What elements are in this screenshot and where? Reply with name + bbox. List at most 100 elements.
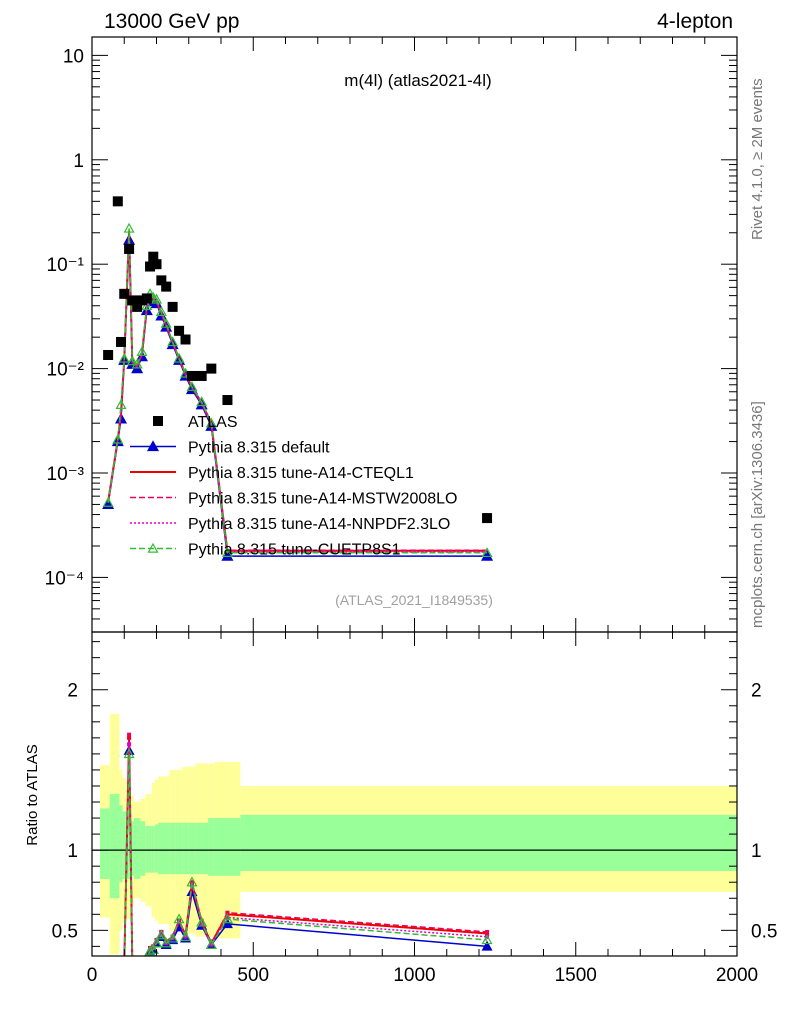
series-marker-5 xyxy=(221,547,233,558)
y-tick-label: 10⁻² xyxy=(47,360,85,381)
ratio-band-inner xyxy=(151,826,155,873)
series-marker-5 xyxy=(160,317,172,328)
legend-label: Pythia 8.315 default xyxy=(188,440,330,457)
ratio-marker-5 xyxy=(167,932,179,943)
series-marker-5 xyxy=(118,352,130,363)
ratio-marker-4 xyxy=(485,934,490,939)
atlas-data-point xyxy=(132,301,143,312)
chart-title: m(4l) (atlas2021-4l) xyxy=(344,71,491,90)
ratio-marker-1 xyxy=(221,918,233,929)
ratio-marker-5 xyxy=(221,913,233,924)
y-tick-label: 10⁻⁴ xyxy=(45,568,84,589)
axes-ticks: 0 500 1000 1500 2000 10⁻⁴ 10⁻³ 10⁻² 10⁻¹ 1 10 0.5 0.… xyxy=(45,37,777,986)
series-marker-5 xyxy=(167,336,179,347)
legend-swatch-marker xyxy=(146,440,160,452)
series-marker-5 xyxy=(481,547,493,558)
ratio-band-inner xyxy=(158,822,165,875)
ratio-marker-5 xyxy=(160,937,172,948)
ratio-marker-5 xyxy=(150,937,163,948)
atlas-data-point xyxy=(167,301,178,312)
ratio-marker-5 xyxy=(196,916,208,927)
ratio-marker-3 xyxy=(485,929,490,934)
series-marker-5 xyxy=(102,496,114,507)
ratio-band-inner xyxy=(188,822,196,875)
ratio-marker-5 xyxy=(155,929,167,940)
legend-label: ATLAS xyxy=(188,414,238,431)
ratio-y-tick-label-right: 2 xyxy=(751,681,762,702)
ratio-band-inner xyxy=(182,822,189,875)
x-tick-label: 2000 xyxy=(716,965,758,986)
ratio-y-tick-label-right: 1 xyxy=(751,841,762,862)
atlas-data-point xyxy=(206,363,217,374)
ratio-band-inner xyxy=(130,821,134,876)
ratio-band-inner xyxy=(208,818,215,876)
ratio-panel-series xyxy=(123,732,493,956)
x-tick-label: 0 xyxy=(87,965,98,986)
legend-label: Pythia 8.315 tune-A14-CTEQL1 xyxy=(188,465,414,482)
ratio-marker-5 xyxy=(205,939,217,949)
ratio-marker-3 xyxy=(225,910,230,915)
ratio-marker-4 xyxy=(127,742,132,747)
legend-label: Pythia 8.315 tune-A14-NNPDF2.3LO xyxy=(188,516,450,533)
ratio-band-inner xyxy=(125,811,131,880)
atlas-data-point xyxy=(174,325,185,336)
ratio-marker-5 xyxy=(180,931,192,941)
atlas-data-point xyxy=(116,336,127,347)
ratio-y-tick-label-left: 1 xyxy=(67,841,78,862)
series-marker-5 xyxy=(131,358,143,369)
series-marker-5 xyxy=(205,417,217,428)
atlas-data-point xyxy=(222,395,233,406)
mcplots-credit-label: mcplots.cern.ch [arXiv:1306.3436] xyxy=(749,401,766,628)
y-tick-label: 10⁻³ xyxy=(47,464,85,485)
ratio-marker-3 xyxy=(127,732,132,737)
ratio-band-inner xyxy=(119,805,123,883)
atlas-data-point xyxy=(124,243,135,254)
ratio-marker-4 xyxy=(148,947,153,952)
ratio-line-5 xyxy=(123,753,488,956)
ratio-band-inner xyxy=(169,822,176,875)
atlas-data-point xyxy=(145,261,156,272)
process-label: 4-lepton xyxy=(657,10,733,33)
ratio-marker-5 xyxy=(147,943,159,954)
atlas-data-point xyxy=(156,275,167,286)
x-tick-label: 500 xyxy=(237,965,269,986)
atlas-data-point xyxy=(180,334,191,345)
atlas-data-point xyxy=(103,349,114,360)
ratio-marker-5 xyxy=(173,913,185,924)
series-marker-5 xyxy=(123,222,135,233)
atlas-data-point xyxy=(161,281,172,292)
atlas-data-point xyxy=(127,295,138,306)
legend-label: Pythia 8.315 tune-CUETP8S1 xyxy=(188,542,401,559)
ratio-band-inner xyxy=(100,808,110,880)
ratio-band-inner xyxy=(133,818,141,880)
ratio-y-tick-label-left: 0.5 xyxy=(52,921,78,942)
y-tick-label: 1 xyxy=(73,151,84,172)
series-marker-5 xyxy=(196,396,208,407)
x-tick-label: 1000 xyxy=(393,965,435,986)
series-marker-5 xyxy=(115,399,127,410)
ratio-band-inner xyxy=(154,824,159,873)
ratio-band-inner xyxy=(175,822,183,875)
ratio-marker-5 xyxy=(481,934,493,945)
atlas-data-point xyxy=(186,370,197,381)
analysis-id-label: (ATLAS_2021_I1849535) xyxy=(335,592,493,608)
y-tick-label: 10 xyxy=(63,46,84,67)
ratio-marker-4 xyxy=(225,915,230,920)
y-tick-label: 10⁻¹ xyxy=(47,255,85,276)
ratio-marker-5 xyxy=(144,945,156,956)
ratio-marker-4 xyxy=(159,931,164,936)
main-panel-series xyxy=(102,196,494,561)
ratio-band-inner xyxy=(240,814,737,871)
legend: ATLAS Pythia 8.315 default Pythia 8.315 tu… xyxy=(130,414,457,559)
atlas-data-point xyxy=(119,288,130,299)
series-marker-5 xyxy=(173,352,185,363)
series-marker-5 xyxy=(112,433,124,444)
ratio-marker-1 xyxy=(481,940,493,951)
atlas-data-point xyxy=(151,259,162,270)
legend-swatch-marker xyxy=(147,542,159,553)
energy-label: 13000 GeV pp xyxy=(104,10,239,33)
atlas-data-point xyxy=(482,513,493,524)
series-marker-1 xyxy=(221,549,234,561)
x-tick-label: 1500 xyxy=(555,965,597,986)
ratio-y-tick-label-right: 0.5 xyxy=(751,921,777,942)
